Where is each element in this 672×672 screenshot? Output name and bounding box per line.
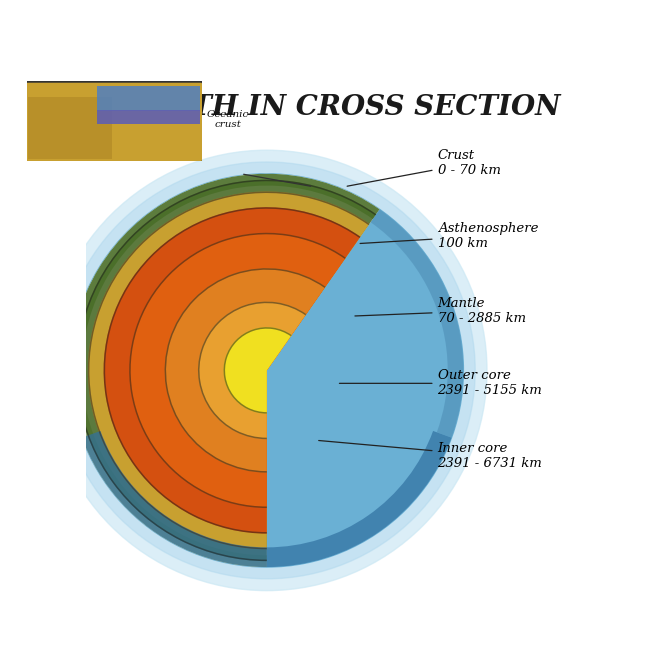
Wedge shape xyxy=(198,302,306,439)
Circle shape xyxy=(103,207,430,534)
Wedge shape xyxy=(103,207,360,534)
Text: Outer core
2391 - 5155 km: Outer core 2391 - 5155 km xyxy=(339,370,542,397)
Wedge shape xyxy=(82,431,452,567)
Wedge shape xyxy=(88,192,370,549)
Wedge shape xyxy=(129,233,345,508)
Text: Continental
crust: Continental crust xyxy=(94,110,155,129)
Wedge shape xyxy=(70,370,267,567)
Text: Inner core
2391 - 6731 km: Inner core 2391 - 6731 km xyxy=(319,441,542,470)
Circle shape xyxy=(165,268,369,472)
Circle shape xyxy=(88,192,446,549)
Wedge shape xyxy=(129,233,345,508)
Wedge shape xyxy=(224,327,292,414)
Wedge shape xyxy=(76,179,376,561)
Circle shape xyxy=(224,327,310,414)
Wedge shape xyxy=(224,327,292,414)
Wedge shape xyxy=(76,179,376,561)
Wedge shape xyxy=(165,268,325,472)
Wedge shape xyxy=(70,174,380,370)
Circle shape xyxy=(70,174,464,567)
Circle shape xyxy=(198,302,335,439)
Text: Ocean: Ocean xyxy=(165,120,198,129)
Circle shape xyxy=(76,179,458,561)
Wedge shape xyxy=(103,207,360,534)
Wedge shape xyxy=(370,210,464,370)
Text: Crust
0 - 70 km: Crust 0 - 70 km xyxy=(347,149,501,186)
Circle shape xyxy=(58,162,475,579)
Bar xyxy=(28,97,112,159)
Text: Oceanic
crust: Oceanic crust xyxy=(207,110,249,129)
Bar xyxy=(97,110,200,124)
Text: EARTH IN CROSS SECTION: EARTH IN CROSS SECTION xyxy=(127,93,562,120)
Text: Mantle
70 - 2885 km: Mantle 70 - 2885 km xyxy=(355,297,526,325)
Bar xyxy=(97,86,200,111)
FancyBboxPatch shape xyxy=(25,81,204,162)
Circle shape xyxy=(129,233,405,508)
Circle shape xyxy=(46,150,487,591)
Wedge shape xyxy=(198,302,306,439)
Wedge shape xyxy=(165,268,325,472)
Wedge shape xyxy=(88,192,370,549)
Text: Asthenosphere
100 km: Asthenosphere 100 km xyxy=(360,222,538,250)
Wedge shape xyxy=(70,174,380,567)
Wedge shape xyxy=(437,370,464,437)
